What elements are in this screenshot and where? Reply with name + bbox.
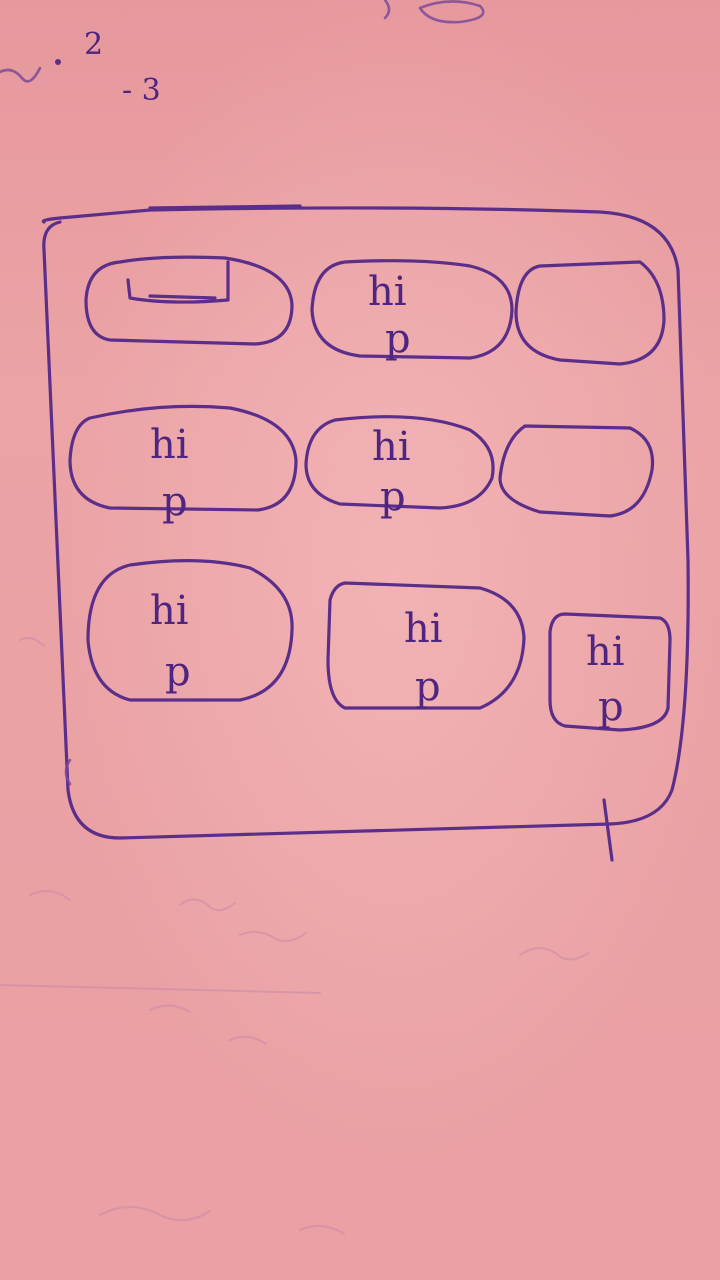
tile-2-text-bottom: p: [385, 316, 411, 362]
scribble-mark-b: - 3: [122, 73, 161, 108]
tile-5: hi p: [304, 415, 495, 520]
tile-5-text-top: hi: [372, 424, 411, 470]
top-scribble: 2 - 3: [0, 0, 485, 108]
tile-7: hi p: [86, 559, 294, 702]
tile-6: [498, 424, 655, 518]
tile-2-text-top: hi: [368, 269, 407, 315]
tile-4-text-top: hi: [150, 422, 189, 468]
tile-2: hi p: [310, 259, 514, 362]
outer-frame: [41, 204, 690, 862]
tile-3: [514, 260, 666, 366]
tile-5-text-bottom: p: [380, 474, 406, 520]
tile-1: [84, 255, 294, 346]
tile-7-text-top: hi: [150, 588, 189, 634]
bleed-through-marks: [0, 637, 589, 1235]
tile-9-text-bottom: p: [598, 684, 624, 730]
tile-8: hi p: [326, 581, 526, 710]
tile-9: hi p: [548, 612, 672, 732]
tile-8-text-top: hi: [404, 606, 443, 652]
tile-4: hi p: [68, 404, 298, 525]
tile-7-text-bottom: p: [165, 649, 191, 695]
tile-4-text-bottom: p: [162, 479, 188, 525]
tile-9-text-top: hi: [586, 629, 625, 675]
scribble-mark-a: 2: [84, 27, 103, 62]
tile-8-text-bottom: p: [415, 664, 441, 710]
